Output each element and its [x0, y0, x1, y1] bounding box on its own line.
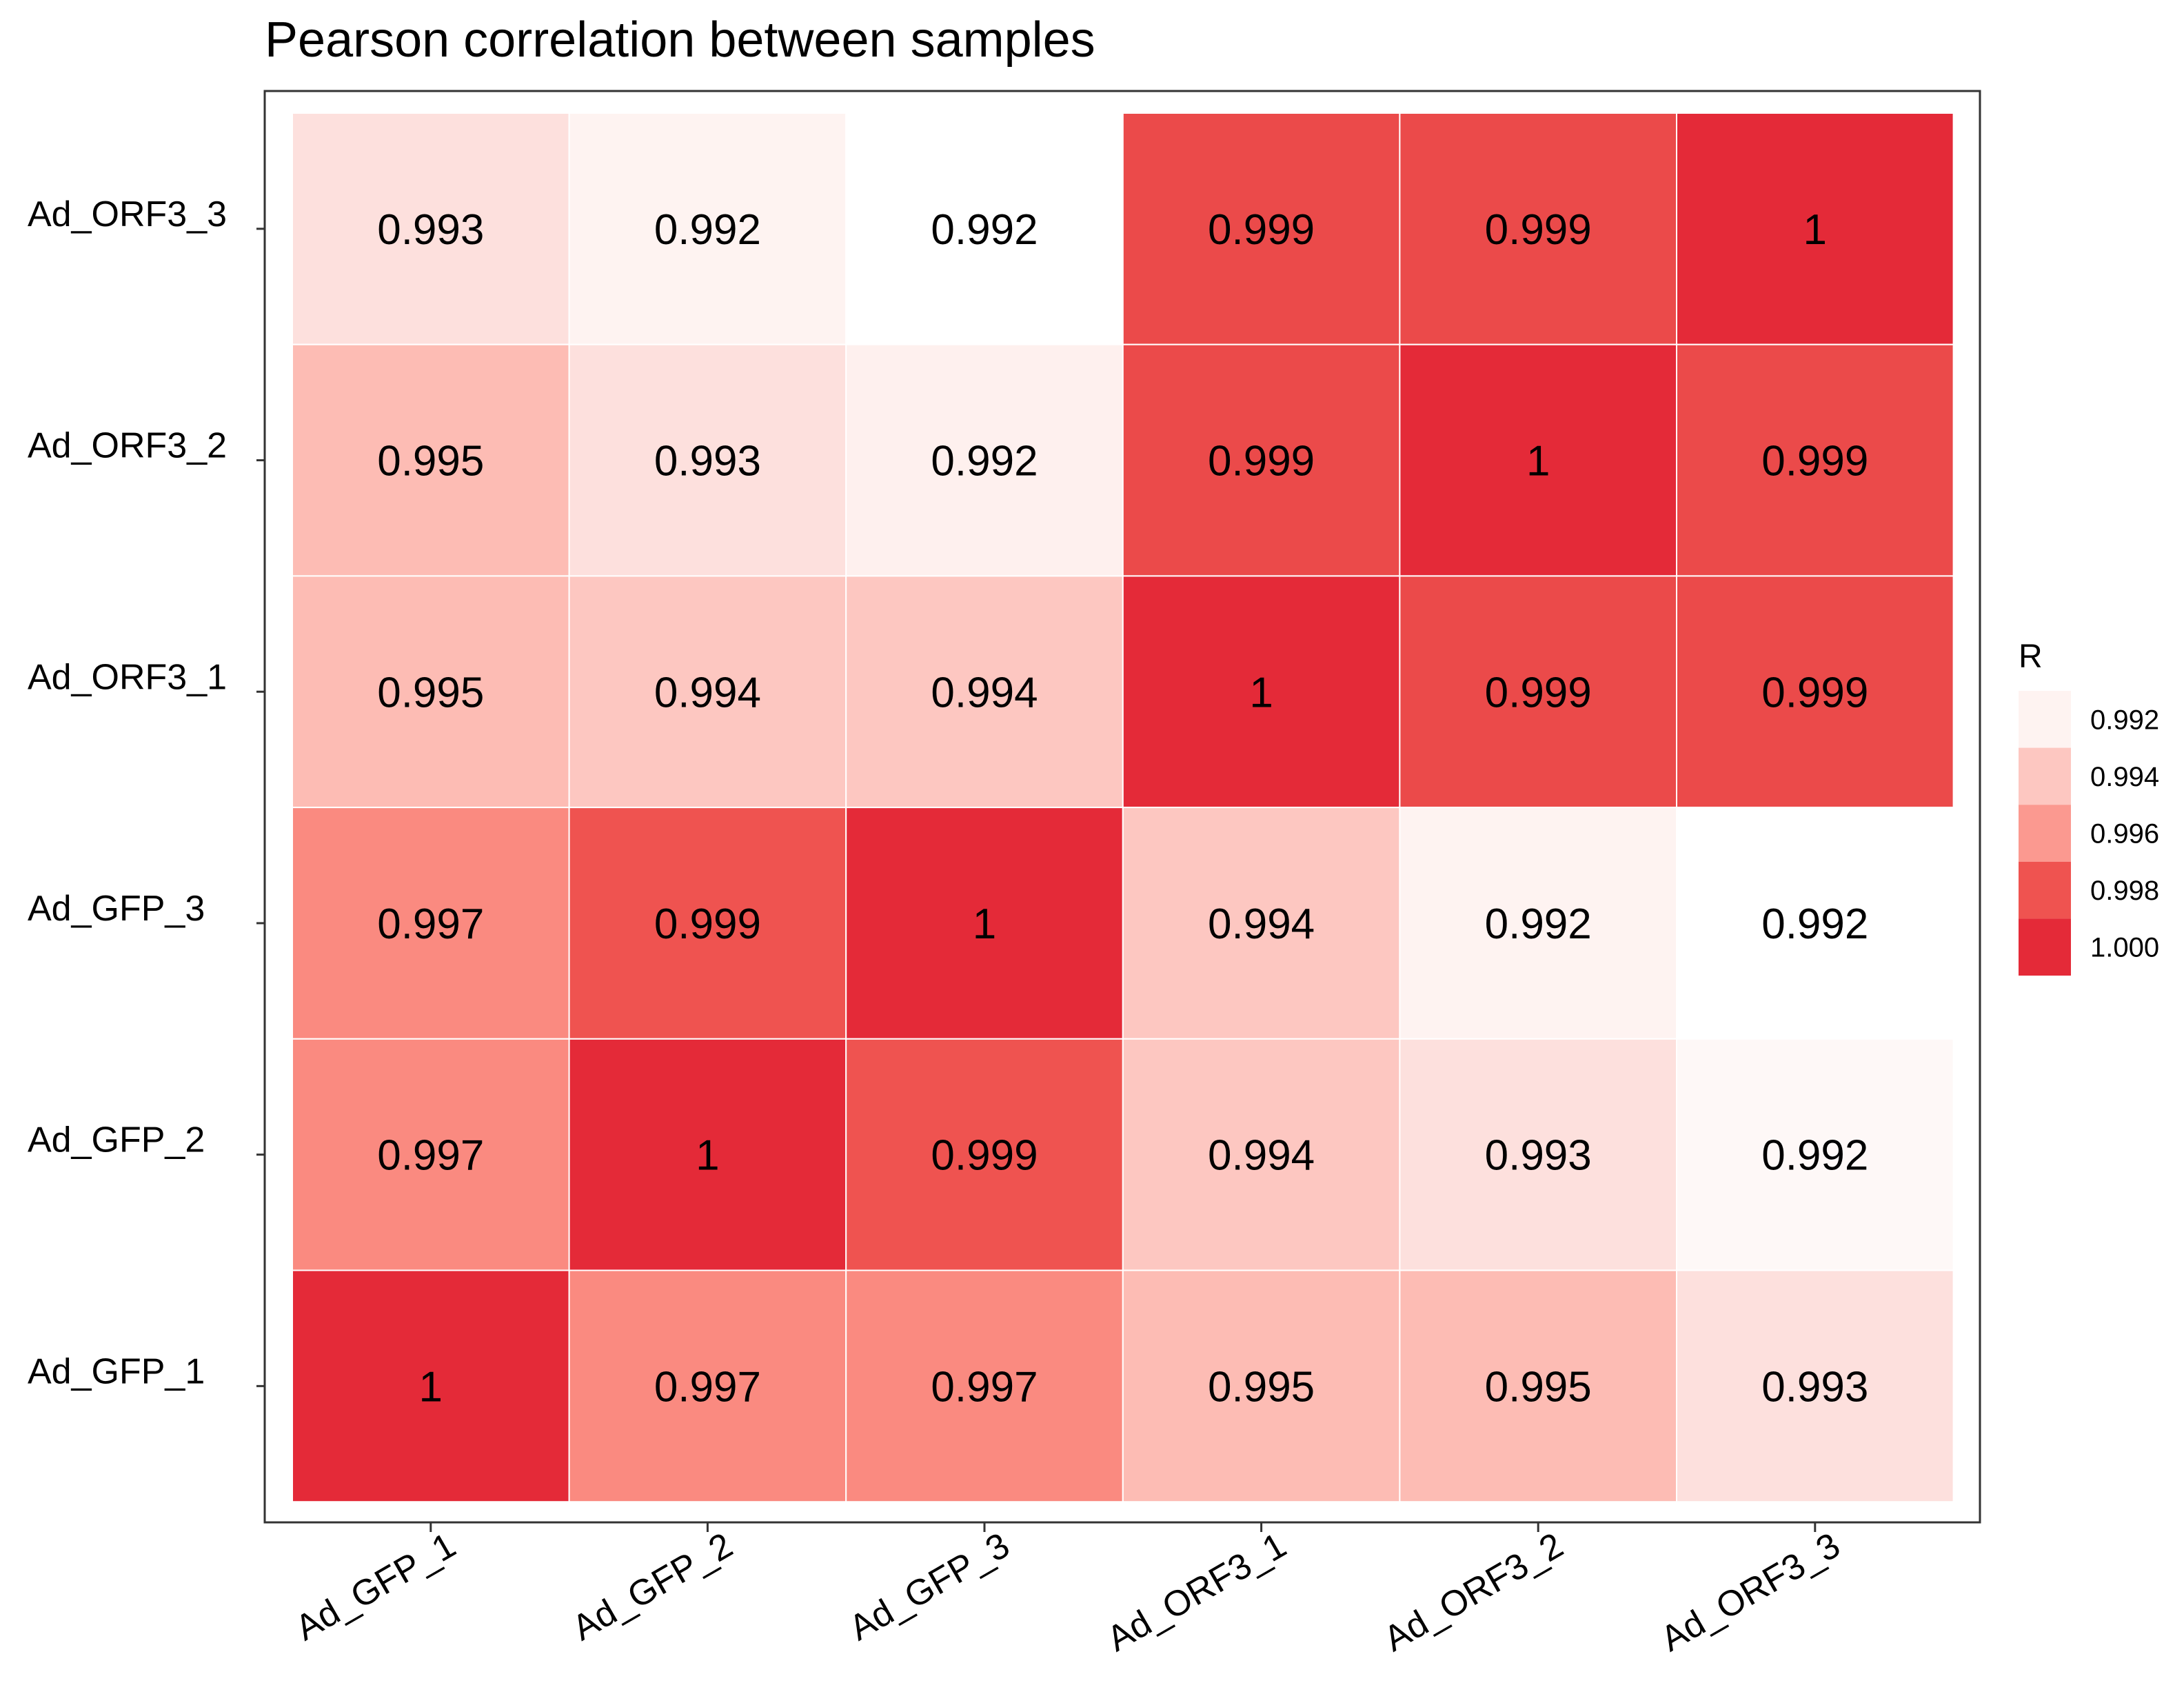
- heatmap-cell: [1676, 575, 1954, 809]
- cell-value-label: 0.994: [654, 669, 761, 716]
- cell-value-label: 0.992: [1761, 900, 1868, 948]
- cell-value-label: 0.995: [377, 669, 484, 716]
- cell-value-label: 0.995: [1485, 1363, 1592, 1411]
- cell-value-label: 0.997: [654, 1363, 761, 1411]
- x-tick-label: Ad_ORF3_3: [1654, 1525, 1846, 1660]
- cell-value-label: 0.999: [654, 900, 761, 948]
- heatmap-cell: [568, 112, 847, 345]
- chart-title: Pearson correlation between samples: [265, 12, 1095, 68]
- x-tick-label: Ad_ORF3_2: [1377, 1525, 1570, 1660]
- y-tick-label: Ad_ORF3_2: [28, 426, 227, 466]
- heatmap-cell: [1122, 1038, 1401, 1271]
- y-tick-label: Ad_GFP_1: [28, 1351, 205, 1391]
- heatmap-cell: [292, 575, 570, 809]
- x-tick-label: Ad_GFP_2: [566, 1525, 740, 1649]
- cell-value-label: 0.994: [931, 669, 1038, 716]
- legend-label: 0.994: [2090, 762, 2159, 792]
- legend-label: 0.998: [2090, 876, 2159, 906]
- heatmap-cell: [1122, 343, 1401, 577]
- cell-value-label: 0.997: [377, 1132, 484, 1180]
- cell-value-label: 0.995: [1208, 1363, 1315, 1411]
- heatmap-cell: [568, 807, 847, 1040]
- heatmap-cell: [1122, 807, 1401, 1040]
- cell-value-label: 0.993: [1485, 1132, 1592, 1180]
- cell-value-label: 0.992: [931, 438, 1038, 485]
- cell-value-label: 0.999: [1485, 669, 1592, 716]
- legend-color-swatch: [2019, 918, 2071, 976]
- cell-value-label: 1: [1526, 438, 1550, 485]
- x-tick-label: Ad_ORF3_1: [1100, 1525, 1293, 1660]
- cell-value-label: 0.993: [654, 438, 761, 485]
- legend-color-swatch: [2019, 805, 2071, 862]
- heatmap-cell: [1676, 1038, 1954, 1271]
- cell-value-label: 0.994: [1208, 900, 1315, 948]
- legend-color-swatch: [2019, 691, 2071, 748]
- heatmap-cell: [1122, 112, 1401, 345]
- heatmap-cell: [845, 807, 1124, 1040]
- y-tick-label: Ad_GFP_2: [28, 1120, 205, 1160]
- heatmap-cell: [292, 1269, 570, 1503]
- plot-panel-border: [263, 90, 1981, 1524]
- cell-value-label: 0.999: [1761, 438, 1868, 485]
- cell-value-label: 0.999: [1208, 206, 1315, 254]
- heatmap-cell: [292, 112, 570, 345]
- x-tick-label: Ad_GFP_1: [289, 1525, 463, 1649]
- heatmap-cell: [568, 1038, 847, 1271]
- cell-value-label: 0.995: [377, 438, 484, 485]
- heatmap-cell: [568, 575, 847, 809]
- y-tick-label: Ad_GFP_3: [28, 889, 205, 929]
- legend-color-swatch: [2019, 861, 2071, 919]
- cell-value-label: 0.993: [377, 206, 484, 254]
- x-tick-label: Ad_GFP_3: [842, 1525, 1016, 1649]
- x-axis: Ad_GFP_1 Ad_GFP_2 Ad_GFP_3 Ad_ORF3_1 Ad_ORF3…: [289, 1522, 1847, 1660]
- cell-value-label: 0.997: [377, 900, 484, 948]
- heatmap-cells: [292, 112, 1954, 1503]
- heatmap-cell: [1676, 112, 1954, 345]
- heatmap-cell: [292, 343, 570, 577]
- cell-value-label: 0.992: [1485, 900, 1592, 948]
- heatmap-cell: [845, 575, 1124, 809]
- y-axis: Ad_ORF3_3 Ad_ORF3_2 Ad_ORF3_1 Ad_GFP_3 Ad_GF…: [28, 194, 265, 1391]
- color-legend: R 0.992 0.994 0.996 0.998 1.000: [2019, 638, 2159, 976]
- heatmap-cell: [1676, 1269, 1954, 1503]
- heatmap-cell: [1676, 807, 1954, 1040]
- cell-value-label: 1: [419, 1363, 443, 1411]
- cell-value-label: 0.999: [931, 1132, 1038, 1180]
- y-tick-label: Ad_ORF3_1: [28, 657, 227, 697]
- heatmap-cell: [292, 1038, 570, 1271]
- heatmap-cell: [1122, 575, 1401, 809]
- cell-value-label: 1: [696, 1132, 719, 1180]
- cell-value-label: 1: [973, 900, 996, 948]
- legend-color-swatch: [2019, 747, 2071, 805]
- heatmap-cell: [292, 807, 570, 1040]
- cell-value-label: 0.992: [654, 206, 761, 254]
- cell-value-label: 1: [1249, 669, 1273, 716]
- heatmap-cell: [1399, 1038, 1678, 1271]
- legend-title: R: [2019, 638, 2043, 675]
- cell-value-label: 0.992: [1761, 1132, 1868, 1180]
- legend-label: 0.992: [2090, 705, 2159, 735]
- cell-value-label: 0.992: [931, 206, 1038, 254]
- heatmap-cell: [1399, 807, 1678, 1040]
- cell-value-label: 0.999: [1761, 669, 1868, 716]
- cell-value-label: 0.993: [1761, 1363, 1868, 1411]
- legend-label: 1.000: [2090, 933, 2159, 963]
- cell-value-label: 0.994: [1208, 1132, 1315, 1180]
- y-tick-label: Ad_ORF3_3: [28, 194, 227, 234]
- heatmap-cell: [1399, 112, 1678, 345]
- cell-value-label: 0.999: [1208, 438, 1315, 485]
- heatmap-cell: [1122, 1269, 1401, 1503]
- heatmap-cell: [845, 1038, 1124, 1271]
- cell-value-label: 1: [1803, 206, 1827, 254]
- heatmap-cell: [568, 343, 847, 577]
- heatmap-cell: [1399, 1269, 1678, 1503]
- cell-value-label: 0.999: [1485, 206, 1592, 254]
- legend-label: 0.996: [2090, 819, 2159, 849]
- heatmap-cell: [1676, 343, 1954, 577]
- heatmap-cell: [1399, 575, 1678, 809]
- heatmap-cell-labels: 0.993 0.992 0.992 0.999 0.999 1 0.995 0.993 0.99…: [377, 206, 1868, 1411]
- heatmap-cell: [845, 112, 1124, 345]
- cell-value-label: 0.997: [931, 1363, 1038, 1411]
